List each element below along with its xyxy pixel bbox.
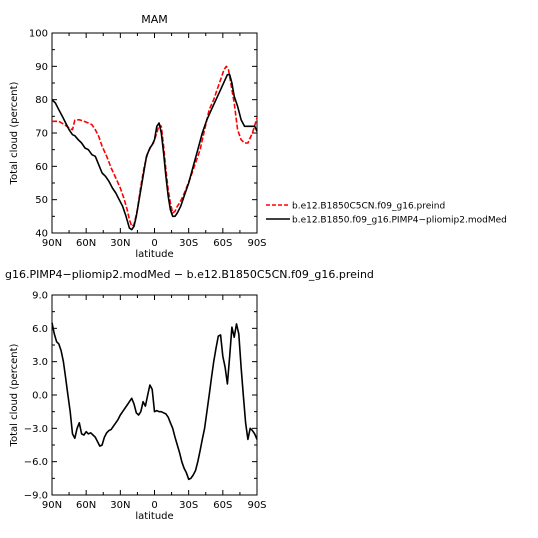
y-axis-label: Total cloud (percent) — [9, 81, 20, 185]
x-tick-label: 90N — [42, 238, 62, 249]
chart-panel-2: g16.PIMP4−pliomip2.modMed − b.e12.B1850C… — [5, 268, 374, 522]
x-tick-label: 60N — [76, 500, 96, 511]
legend-label: b.e12.B1850.f09_g16.PIMP4−pliomip2.modMe… — [292, 216, 507, 226]
x-tick-label: 30N — [110, 238, 130, 249]
x-tick-label: 30N — [110, 500, 130, 511]
y-tick-label: 80 — [35, 95, 48, 106]
y-tick-label: 40 — [35, 229, 48, 240]
y-tick-label: 6.0 — [32, 324, 48, 335]
series-line-1 — [51, 322, 258, 481]
y-tick-label: 60 — [35, 162, 48, 173]
y-tick-label: −9.0 — [24, 491, 48, 502]
y-tick-label: 90 — [35, 62, 48, 73]
legend-label: b.e12.B1850C5CN.f09_g16.preind — [292, 202, 445, 212]
legend: b.e12.B1850C5CN.f09_g16.preind b.e12.B185… — [266, 202, 507, 226]
y-tick-label: −3.0 — [24, 424, 48, 435]
y-tick-label: 100 — [29, 29, 48, 40]
x-tick-label: 30S — [179, 500, 198, 511]
plot-frame — [51, 294, 258, 496]
x-tick-label: 60S — [213, 238, 232, 249]
x-tick-label: 60S — [213, 500, 232, 511]
x-axis-label: latitude — [135, 511, 173, 522]
x-axis-label: latitude — [135, 249, 173, 260]
plot-frame — [51, 32, 258, 234]
chart-title: g16.PIMP4−pliomip2.modMed − b.e12.B1850C… — [5, 268, 374, 281]
y-tick-label: −6.0 — [24, 457, 48, 468]
y-tick-label: 50 — [35, 195, 48, 206]
x-tick-label: 30S — [179, 238, 198, 249]
y-tick-label: 3.0 — [32, 357, 48, 368]
series-line-2 — [51, 73, 258, 231]
y-tick-label: 0.0 — [32, 391, 48, 402]
x-tick-label: 90S — [247, 238, 266, 249]
x-tick-label: 90S — [247, 500, 266, 511]
chart-panel-1: MAM 90N 60N 30N 0 30S 60S 90S 40 50 60 70 80 90 100 lat… — [9, 13, 267, 260]
y-tick-label: 9.0 — [32, 291, 48, 302]
y-tick-label: 70 — [35, 129, 48, 140]
series-line-1 — [52, 65, 258, 228]
x-tick-label: 90N — [42, 500, 62, 511]
x-tick-label: 0 — [151, 500, 157, 511]
y-axis-label: Total cloud (percent) — [9, 343, 20, 447]
x-tick-label: 60N — [76, 238, 96, 249]
chart-title: MAM — [141, 13, 168, 26]
x-tick-label: 0 — [151, 238, 157, 249]
